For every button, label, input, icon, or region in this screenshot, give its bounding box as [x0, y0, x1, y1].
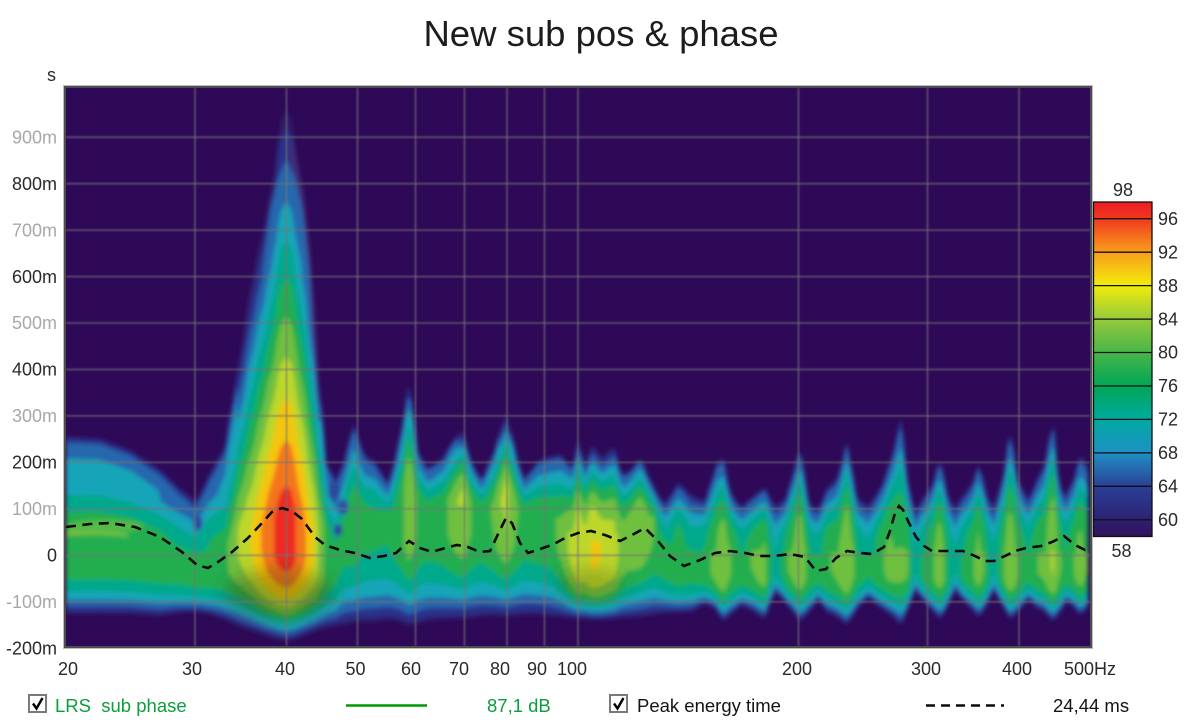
svg-text:LRS sub phase: LRS sub phase: [55, 695, 187, 716]
svg-text:80: 80: [1158, 343, 1178, 363]
svg-text:24,44 ms: 24,44 ms: [1053, 695, 1129, 716]
svg-text:900m: 900m: [12, 127, 57, 147]
svg-text:600m: 600m: [12, 267, 57, 287]
svg-text:800m: 800m: [12, 174, 57, 194]
svg-text:200m: 200m: [12, 453, 57, 473]
svg-text:400: 400: [1002, 659, 1032, 679]
svg-text:40: 40: [275, 659, 295, 679]
svg-text:400m: 400m: [12, 360, 57, 380]
svg-text:Peak energy time: Peak energy time: [637, 695, 781, 716]
svg-text:64: 64: [1158, 477, 1178, 497]
svg-text:New sub pos & phase: New sub pos & phase: [423, 13, 778, 54]
svg-text:87,1 dB: 87,1 dB: [487, 695, 551, 716]
svg-text:700m: 700m: [12, 220, 57, 240]
svg-text:0: 0: [47, 546, 57, 566]
svg-text:20: 20: [58, 659, 78, 679]
svg-text:80: 80: [490, 659, 510, 679]
svg-text:50: 50: [345, 659, 365, 679]
svg-text:500Hz: 500Hz: [1064, 659, 1116, 679]
svg-text:90: 90: [527, 659, 547, 679]
svg-text:60: 60: [401, 659, 421, 679]
svg-text:72: 72: [1158, 410, 1178, 430]
svg-text:200: 200: [782, 659, 812, 679]
svg-text:58: 58: [1111, 541, 1131, 561]
svg-text:68: 68: [1158, 443, 1178, 463]
svg-text:500m: 500m: [12, 313, 57, 333]
svg-text:300m: 300m: [12, 406, 57, 426]
svg-text:76: 76: [1158, 376, 1178, 396]
svg-text:100m: 100m: [12, 499, 57, 519]
svg-text:300: 300: [911, 659, 941, 679]
svg-text:70: 70: [449, 659, 469, 679]
svg-text:-100m: -100m: [6, 592, 57, 612]
svg-text:88: 88: [1158, 276, 1178, 296]
svg-text:100: 100: [557, 659, 587, 679]
svg-text:84: 84: [1158, 309, 1178, 329]
svg-text:60: 60: [1158, 510, 1178, 530]
svg-text:-200m: -200m: [6, 638, 57, 658]
svg-text:30: 30: [182, 659, 202, 679]
svg-text:s: s: [47, 65, 56, 85]
svg-text:98: 98: [1113, 180, 1133, 200]
svg-text:92: 92: [1158, 242, 1178, 262]
svg-text:96: 96: [1158, 209, 1178, 229]
